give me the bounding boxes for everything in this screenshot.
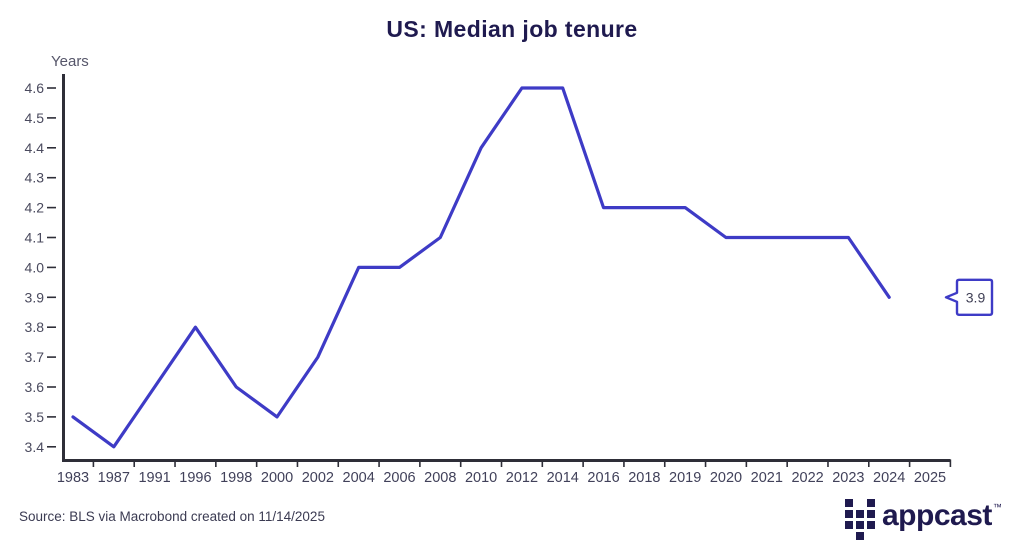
x-tick-label: 2023 xyxy=(832,470,864,486)
y-tick-label: 4.1 xyxy=(25,230,45,246)
x-tick-label: 2014 xyxy=(547,470,579,486)
y-tick-label: 3.4 xyxy=(25,439,45,455)
x-tick-label: 2025 xyxy=(914,470,946,486)
chart-title: US: Median job tenure xyxy=(386,16,638,42)
logo-square xyxy=(867,499,875,507)
logo-square xyxy=(845,499,853,507)
x-tick-label: 1998 xyxy=(220,470,252,486)
x-tick-label: 2020 xyxy=(710,470,742,486)
y-tick-label: 4.0 xyxy=(25,259,45,275)
x-tick-label: 2002 xyxy=(302,470,334,486)
appcast-wordmark-text: appcast xyxy=(882,499,992,532)
x-tick-label: 2018 xyxy=(628,470,660,486)
tenure-line xyxy=(71,86,891,449)
x-tick-label: 2024 xyxy=(873,470,905,486)
x-tick-label: 2004 xyxy=(343,470,375,486)
x-tick-label: 1987 xyxy=(98,470,130,486)
y-tick-label: 4.5 xyxy=(25,110,45,126)
y-tick-label: 3.6 xyxy=(25,379,45,395)
logo-square xyxy=(856,532,864,540)
logo-square xyxy=(856,521,864,529)
y-tick-label: 4.2 xyxy=(25,200,45,216)
logo-square xyxy=(867,521,875,529)
x-tick-label: 1996 xyxy=(179,470,211,486)
y-tick-label: 3.8 xyxy=(25,319,45,335)
y-tick-label: 3.5 xyxy=(25,409,45,425)
y-tick-label: 4.6 xyxy=(25,80,45,96)
logo-square xyxy=(845,510,853,518)
x-tick-label: 1991 xyxy=(138,470,170,486)
y-tick-label: 3.9 xyxy=(25,289,45,305)
x-tick-label: 2006 xyxy=(383,470,415,486)
logo-square xyxy=(856,510,864,518)
logo-square xyxy=(867,510,875,518)
y-tick-label: 4.3 xyxy=(25,170,45,186)
x-tick-label: 2019 xyxy=(669,470,701,486)
end-value-text: 3.9 xyxy=(966,289,986,305)
x-tick-label: 1983 xyxy=(57,470,89,486)
appcast-logo-icon xyxy=(845,499,875,540)
x-tick-label: 2021 xyxy=(751,470,783,486)
trademark-symbol: ™ xyxy=(992,502,1002,512)
y-tick-label: 3.7 xyxy=(25,349,45,365)
x-tick-label: 2008 xyxy=(424,470,456,486)
x-tick-label: 2016 xyxy=(587,470,619,486)
x-tick-label: 2000 xyxy=(261,470,293,486)
logo-square xyxy=(845,521,853,529)
source-note: Source: BLS via Macrobond created on 11/… xyxy=(19,509,325,524)
y-axis-title: Years xyxy=(51,53,89,70)
x-tick-label: 2022 xyxy=(791,470,823,486)
y-tick-label: 4.4 xyxy=(25,140,45,156)
x-tick-label: 2012 xyxy=(506,470,538,486)
x-tick-label: 2010 xyxy=(465,470,497,486)
appcast-logo: appcast™ xyxy=(845,497,1002,540)
end-value-callout xyxy=(944,278,994,316)
appcast-wordmark: appcast™ xyxy=(882,499,1002,532)
